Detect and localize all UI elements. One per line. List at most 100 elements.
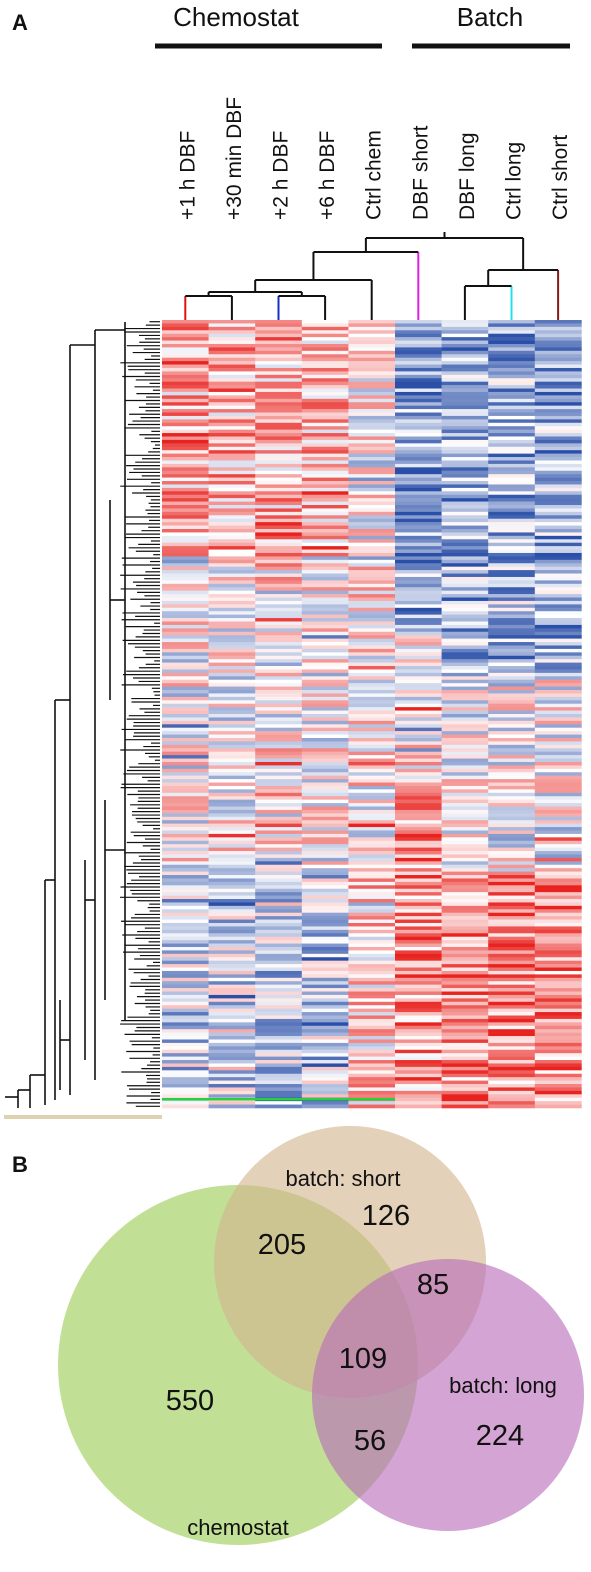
heatmap-cell: [395, 422, 442, 427]
heatmap-cell: [255, 580, 303, 585]
heatmap-cell: [255, 450, 303, 454]
heatmap-cell: [301, 484, 349, 489]
heatmap-cell: [255, 546, 303, 550]
heatmap-cell: [348, 693, 396, 698]
heatmap-cell: [301, 772, 349, 776]
heatmap-cell: [162, 467, 209, 472]
heatmap-cell: [162, 1060, 209, 1064]
heatmap-cell: [348, 1008, 396, 1013]
heatmap-cell: [534, 422, 582, 427]
heatmap-cell: [488, 419, 536, 424]
heatmap-cell: [534, 323, 582, 328]
heatmap-cell: [395, 546, 442, 550]
heatmap-cell: [255, 1101, 303, 1105]
heatmap-cell: [395, 330, 442, 335]
heatmap-cell: [301, 320, 349, 324]
heatmap-cell: [255, 378, 303, 382]
heatmap-cell: [488, 354, 536, 358]
heatmap-cell: [162, 631, 209, 636]
heatmap-cell: [534, 919, 582, 924]
heatmap-cell: [441, 881, 489, 886]
heatmap-cell: [255, 367, 303, 372]
heatmap-cell: [534, 803, 582, 807]
heatmap-cell: [441, 481, 489, 485]
heatmap-cell: [441, 669, 489, 674]
heatmap-cell: [301, 690, 349, 694]
heatmap-cell: [395, 450, 442, 454]
heatmap-cell: [488, 477, 536, 482]
heatmap-cell: [534, 385, 582, 389]
heatmap-cell: [395, 731, 442, 735]
heatmap-cell: [301, 755, 349, 759]
heatmap-cell: [441, 994, 489, 999]
heatmap-cell: [162, 556, 209, 561]
heatmap-cell: [441, 552, 489, 557]
heatmap-cell: [255, 391, 303, 396]
heatmap-cell: [162, 436, 209, 441]
heatmap-cell: [255, 984, 303, 989]
heatmap-cell: [162, 532, 209, 537]
heatmap-cell: [348, 1090, 396, 1095]
heatmap-cell: [441, 395, 489, 400]
heatmap-cell: [348, 583, 396, 588]
heatmap-cell: [441, 546, 489, 550]
heatmap-cell: [441, 1090, 489, 1095]
heatmap-cell: [395, 720, 442, 725]
heatmap-cell: [488, 734, 536, 739]
heatmap-cell: [208, 391, 256, 396]
heatmap-cell: [348, 347, 396, 352]
heatmap-cell: [255, 481, 303, 485]
heatmap-cell: [488, 405, 536, 410]
heatmap-cell: [395, 1039, 442, 1044]
heatmap-cell: [255, 871, 303, 876]
heatmap-cell: [488, 563, 536, 567]
heatmap-cell: [488, 744, 536, 749]
heatmap-cell: [441, 803, 489, 807]
heatmap-cell: [162, 559, 209, 564]
heatmap-cell: [255, 758, 303, 763]
heatmap-cell: [441, 635, 489, 639]
heatmap-cell: [348, 1042, 396, 1047]
heatmap-cell: [348, 912, 396, 917]
heatmap-cell: [534, 343, 582, 348]
heatmap-cell: [348, 443, 396, 448]
heatmap-cell: [255, 755, 303, 759]
heatmap-cell: [301, 974, 349, 979]
heatmap-cell: [162, 481, 209, 485]
heatmap-cell: [208, 899, 256, 903]
heatmap-cell: [348, 926, 396, 931]
heatmap-cell: [488, 851, 536, 855]
heatmap-cell: [441, 1101, 489, 1105]
heatmap-cell: [488, 792, 536, 797]
heatmap-cell: [488, 528, 536, 533]
heatmap-cell: [255, 525, 303, 530]
heatmap-cell: [348, 998, 396, 1003]
heatmap-cell: [488, 337, 536, 341]
heatmap-cell: [488, 594, 536, 598]
heatmap-cell: [255, 371, 303, 376]
heatmap-cell: [348, 409, 396, 413]
heatmap-cell: [395, 1077, 442, 1081]
heatmap-cell: [395, 367, 442, 372]
heatmap-cell: [255, 950, 303, 955]
heatmap-cell: [348, 1070, 396, 1075]
heatmap-cell: [395, 796, 442, 800]
heatmap-cell: [301, 775, 349, 780]
heatmap-cell: [488, 320, 536, 324]
heatmap-cell: [255, 1049, 303, 1054]
heatmap-cell: [162, 789, 209, 794]
heatmap-cell: [395, 419, 442, 424]
heatmap-cell: [534, 443, 582, 448]
highlight-row: [162, 1098, 395, 1101]
heatmap-cell: [301, 422, 349, 427]
heatmap-cell: [348, 645, 396, 650]
heatmap-cell: [395, 734, 442, 739]
heatmap-cell: [395, 1066, 442, 1071]
heatmap-cell: [208, 573, 256, 578]
heatmap-cell: [488, 1046, 536, 1051]
heatmap-cell: [301, 960, 349, 965]
heatmap-cell: [488, 940, 536, 944]
heatmap-cell: [488, 895, 536, 900]
heatmap-cell: [208, 977, 256, 982]
heatmap-cell: [255, 734, 303, 739]
